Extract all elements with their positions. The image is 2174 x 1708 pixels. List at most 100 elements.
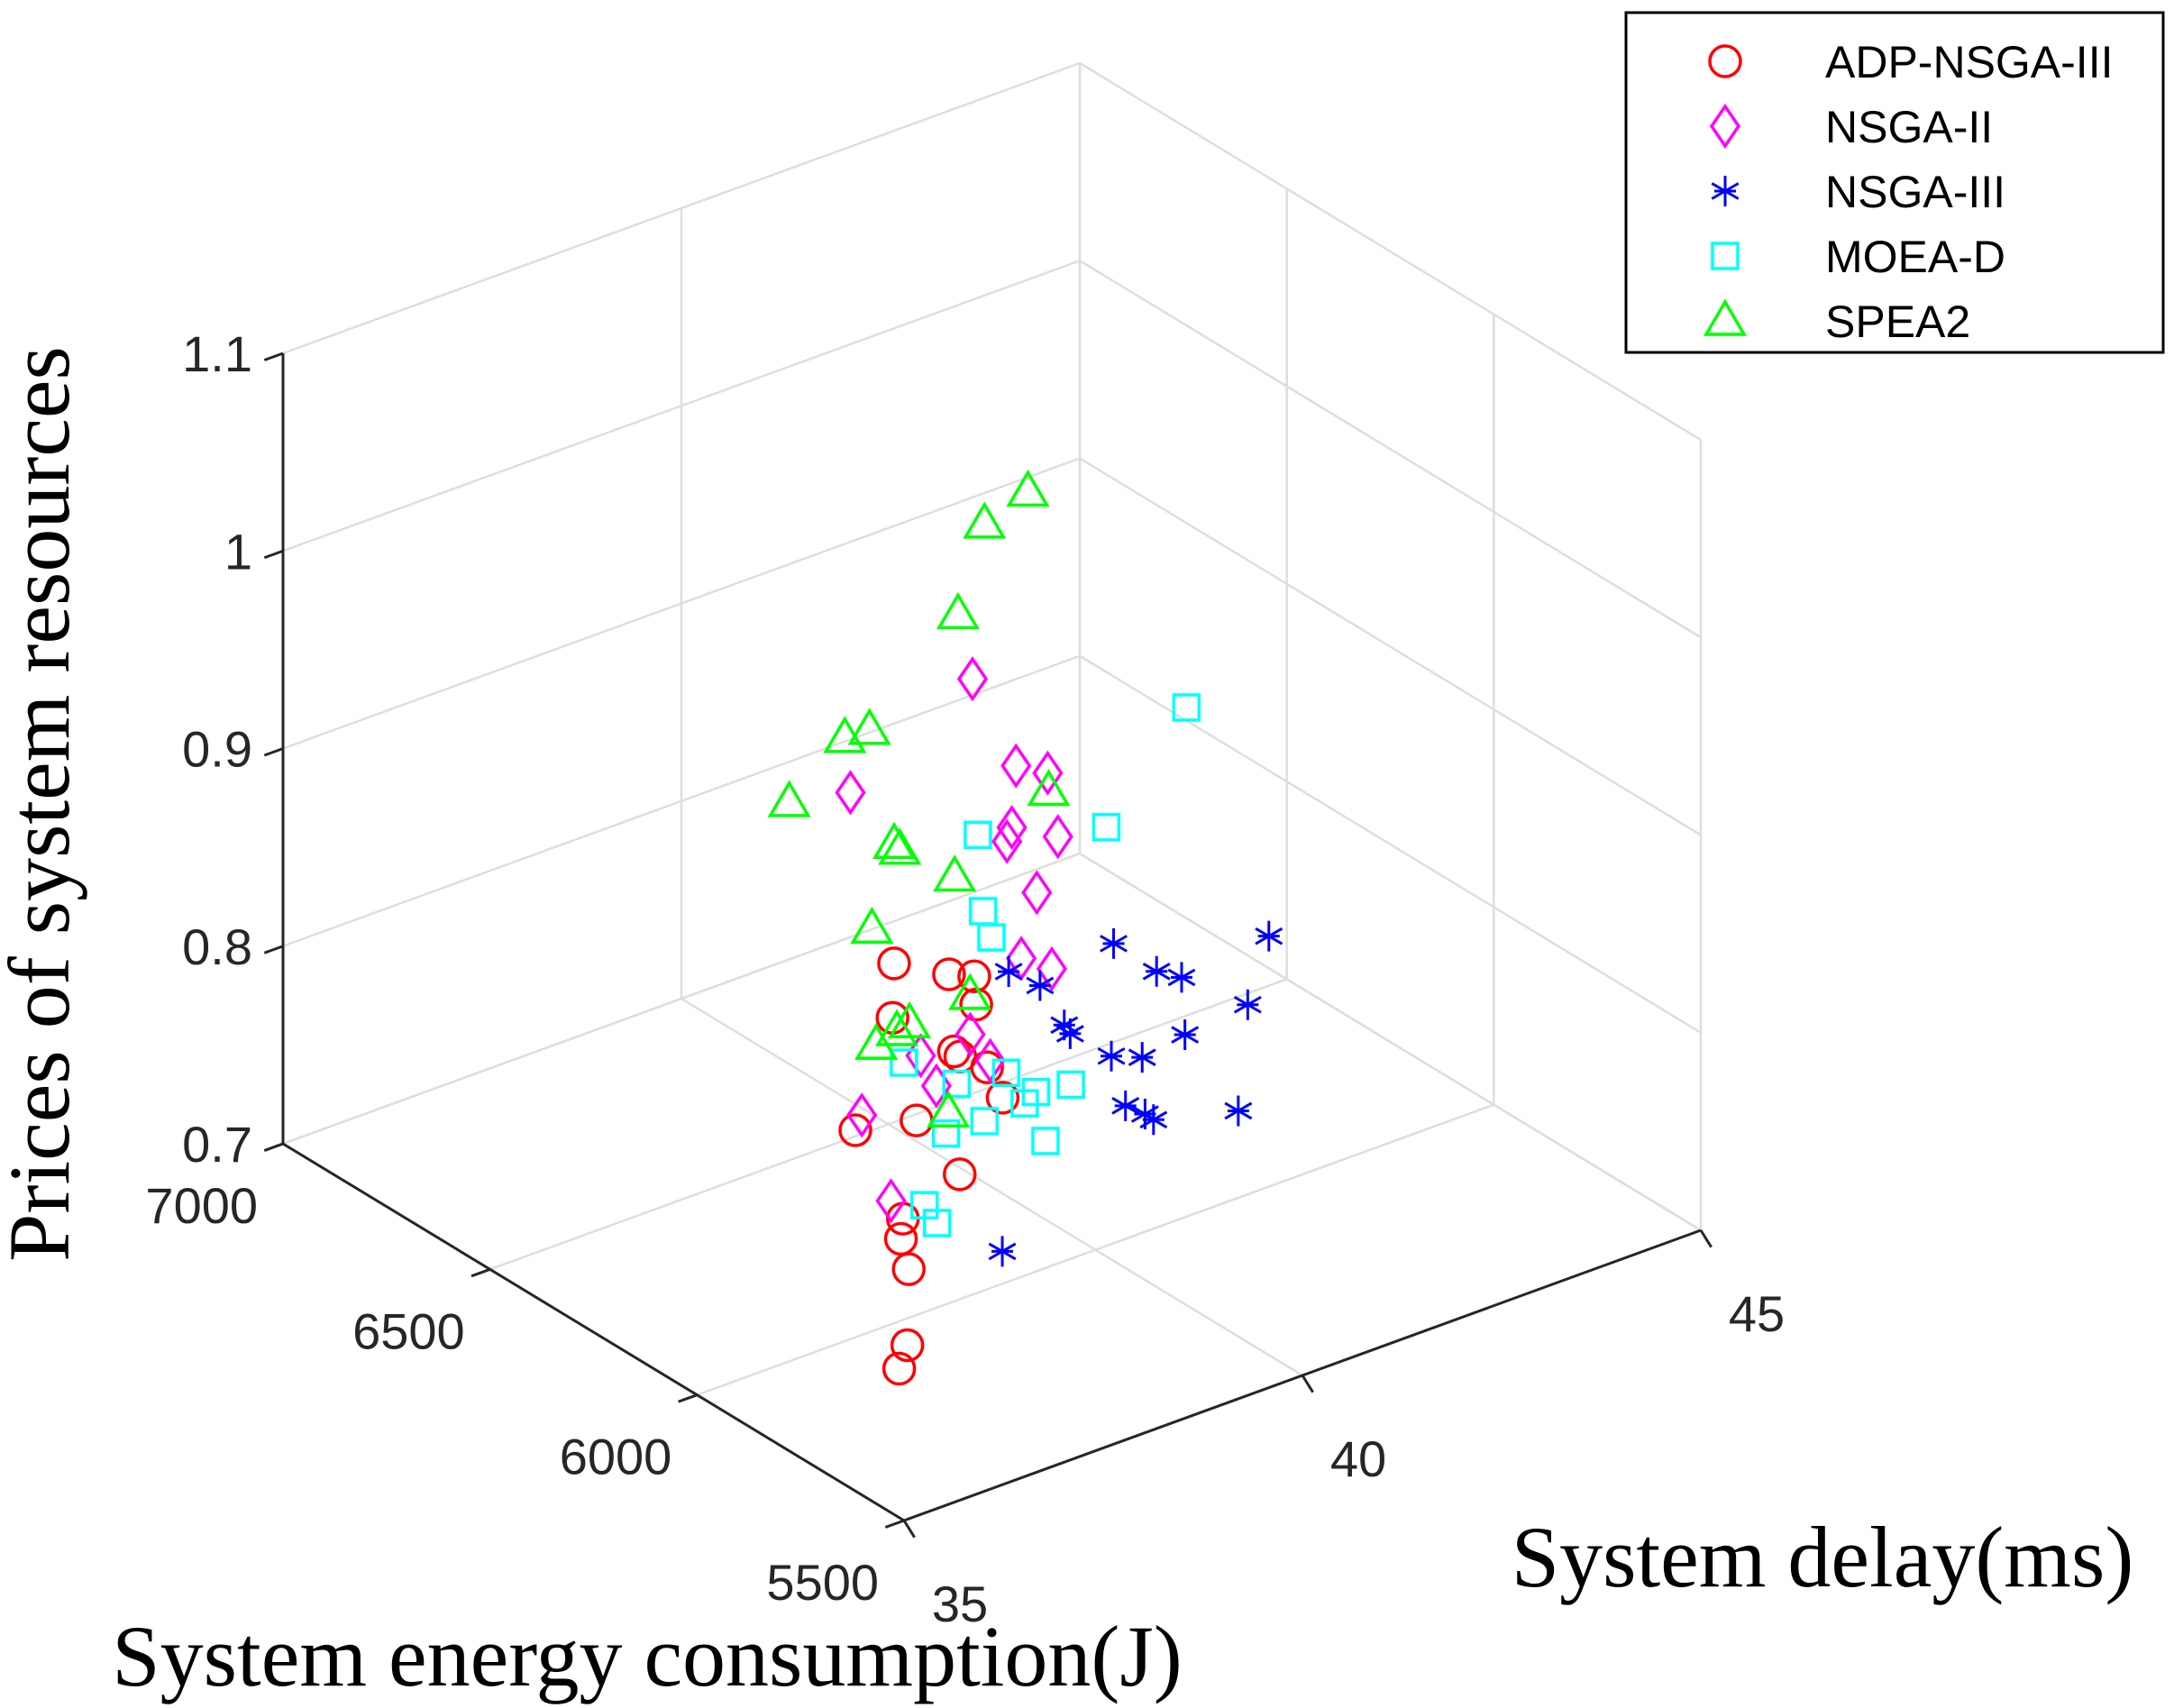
data-point [875,1178,907,1224]
data-point [936,591,981,630]
legend-label: NSGA-III [1825,167,2005,217]
data-point [846,1092,878,1138]
data-point [888,1000,932,1039]
data-point [956,656,989,702]
data-point [854,1022,899,1060]
x-tick-label: 35 [932,1576,988,1632]
legend-item: SPEA2 [1703,297,1970,347]
legend-label: MOEA-D [1825,232,2005,282]
data-point [891,1252,926,1286]
legend-marker [1709,103,1741,150]
z-tick [263,945,284,954]
data-point [1100,927,1128,959]
data-point [963,501,1007,539]
legend-marker [1711,176,1740,206]
data-point [900,1103,934,1137]
z-tick-label: 1.1 [182,325,252,382]
x-tick [902,1520,916,1539]
data-point [1171,1019,1200,1051]
data-point [1031,1127,1060,1155]
y-axis-title: System energy consumption(J) [112,1608,1182,1704]
data-point [991,818,1023,864]
data-point [905,1033,936,1079]
grid-line [282,61,1081,355]
data-point [1055,1018,1084,1049]
data-point [877,946,911,981]
data-point [1111,1090,1140,1121]
data-point [948,973,992,1010]
data-point [767,780,811,817]
x-tick-label: 40 [1330,1430,1386,1487]
grid-line [1079,457,1702,836]
data-point [881,1351,917,1386]
data-point [1056,1070,1085,1100]
data-point [988,1236,1017,1267]
data-point [890,1048,918,1077]
data-point [994,955,1023,987]
data-point [1042,814,1073,860]
data-point [942,1069,972,1099]
z-tick-label: 0.9 [182,721,252,778]
legend-marker [1711,242,1740,270]
grid-line [282,852,1081,1146]
data-marks [767,469,1283,1386]
data-point [875,1009,919,1046]
data-point [1233,989,1262,1020]
data-point [1142,955,1171,987]
legend-marker [1708,44,1742,78]
legend-item: MOEA-D [1711,232,2005,282]
y-tick-label: 5500 [766,1554,879,1611]
legend-label: ADP-NSGA-III [1825,37,2113,87]
y-tick [884,1519,905,1529]
series-moea-d [890,693,1201,1238]
data-point [969,897,998,926]
grid-line [1079,260,1702,639]
legend-label: NSGA-II [1825,102,1993,152]
data-point [1224,1095,1253,1127]
legend-item: NSGA-III [1711,167,2005,217]
z-tick-label: 0.8 [182,918,252,975]
data-point [1032,750,1064,796]
data-point [1000,743,1032,789]
grid-lines [281,61,1703,1522]
data-point [943,1039,978,1074]
grid-line [681,997,1303,1377]
data-point [1097,1040,1126,1072]
data-point [985,1081,1020,1115]
z-tick-label: 1 [224,523,252,580]
grid-line [1079,61,1702,442]
data-point [847,708,891,745]
legend-items: ADP-NSGA-III NSGA-II NSGA-III MOEA-D SPEA2 [1703,37,2113,347]
legend-label: SPEA2 [1825,297,1970,347]
series-spea2 [767,469,1071,1128]
data-point [1021,870,1053,916]
data-point [890,1328,925,1363]
x-axis-title: System delay(ms) [1512,1509,2134,1605]
data-point [1010,1089,1039,1118]
data-point [957,959,991,993]
data-point [943,1157,977,1192]
data-point [838,1113,872,1147]
data-point [974,1037,1006,1083]
z-tick [263,352,284,361]
data-point [932,957,966,991]
data-point [923,1209,952,1238]
y-axis-line [282,1142,905,1522]
y-tick-label: 7000 [145,1177,258,1234]
data-point [964,820,992,850]
data-point [1128,1042,1156,1073]
grid-line [1079,852,1702,1232]
data-point [878,827,922,865]
data-point [1172,693,1201,722]
data-point [1006,469,1050,507]
grid-line [282,260,1081,553]
series-adp-nsga-iii [838,946,1020,1386]
data-point [1036,945,1068,991]
legend-item: NSGA-II [1709,102,1993,152]
data-point [933,854,977,892]
x-tick-label: 45 [1729,1285,1785,1342]
data-point [850,906,894,945]
z-tick [263,549,284,560]
data-point [883,1221,918,1256]
